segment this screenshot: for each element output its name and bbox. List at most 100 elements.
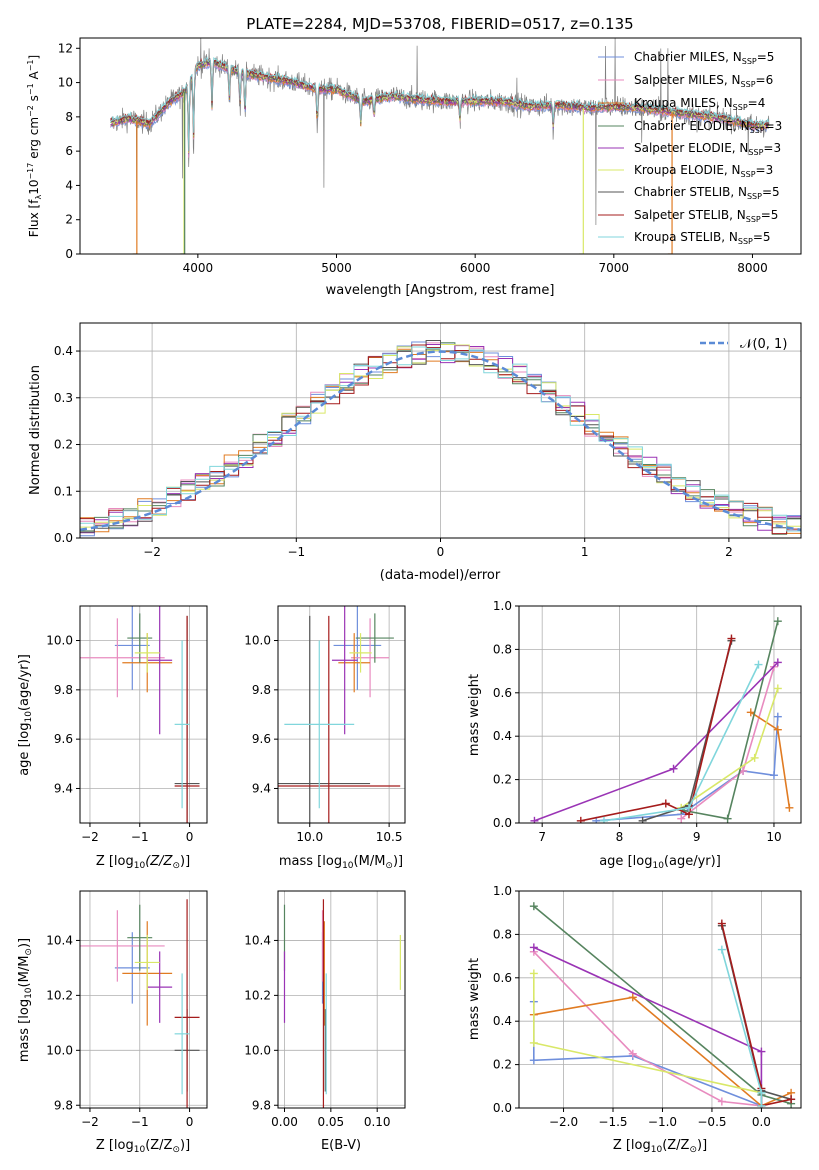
y-tick-label: 6: [65, 144, 73, 158]
y-tick-label: 10.0: [46, 1043, 73, 1057]
y-tick-label: 0.4: [493, 1014, 512, 1028]
normal-curve: [80, 350, 801, 532]
svg-text:Chabrier ELODIE, NSSP=3: Chabrier ELODIE, NSSP=3: [634, 119, 782, 135]
figure-title: PLATE=2284, MJD=53708, FIBERID=0517, z=0…: [246, 15, 633, 33]
axes-frame: [518, 890, 802, 1109]
legend-entry: Kroupa MILES, NSSP=4: [598, 96, 765, 112]
y-tick-label: 10.0: [46, 634, 73, 648]
ebv-mass-xlabel: E(B-V): [321, 1138, 361, 1153]
errorbar-plot-area: [80, 899, 200, 1108]
y-tick-label: 9.8: [252, 1098, 271, 1112]
axes-frame: [79, 605, 208, 824]
normal-curve-legend-label: 𝒩(0, 1): [740, 337, 787, 352]
weight-plot-area: [529, 902, 796, 1108]
y-tick-label: 0.8: [493, 642, 512, 656]
y-tick-label: 8: [65, 110, 73, 124]
reddening-mass-panel: 0.00 0.05 0.10 9.8 10.0 10.2 10.4: [244, 890, 406, 1129]
errorbar-plot-area: [80, 606, 200, 823]
x-tick-label: 5000: [321, 261, 352, 275]
y-tick-label: 0.8: [493, 927, 512, 941]
z-age-xlabel: Z [log10(Z/Z⊙)]: [96, 854, 190, 871]
metallicity-weight-panel: −2.0 −1.5 −1.0 −0.5 0.0 0.0 0.2 0.4 0.6 0.8 1.0: [493, 884, 802, 1129]
y-tick-label: 2: [65, 213, 73, 227]
legend-entry: Kroupa STELIB, NSSP=5: [598, 230, 771, 246]
metallicity-age-panel: −2 −1 0 9.4 9.6 9.8 10.0: [46, 605, 208, 844]
spectrum-panel: 4000 5000 6000 7000 8000 0 2 4 6 8 10 12: [58, 37, 802, 275]
x-tick-label: 0.00: [271, 1115, 298, 1129]
legend-entry: Chabrier STELIB, NSSP=5: [598, 185, 780, 201]
x-tick-label: 7: [538, 830, 546, 844]
x-tick-label: 4000: [183, 261, 214, 275]
x-tick-label: −1: [287, 545, 305, 559]
legend-entry: Salpeter ELODIE, NSSP=3: [598, 141, 781, 157]
weight-plot-area: [530, 617, 794, 823]
residual-xlabel: (data-model)/error: [380, 568, 501, 583]
y-tick-label: 0.3: [54, 391, 73, 405]
x-tick-label: 10.0: [296, 830, 323, 844]
age-weight-xlabel: age [log10(age/yr)]: [599, 854, 721, 871]
y-tick-label: 1.0: [493, 599, 512, 613]
axes-frame: [277, 605, 406, 824]
legend-entry: Kroupa ELODIE, NSSP=3: [598, 163, 773, 179]
y-tick-label: 0.0: [54, 531, 73, 545]
y-tick-label: 12: [58, 41, 73, 55]
axes-frame: [79, 37, 802, 255]
y-tick-label: 0.6: [493, 971, 512, 985]
x-tick-label: 9: [693, 830, 701, 844]
z-mass-xlabel: Z [log10(Z/Z⊙)]: [96, 1138, 190, 1155]
x-tick-label: 0: [186, 1115, 194, 1129]
residual-ylabel: Normed distribution: [28, 365, 43, 495]
svg-text:Kroupa MILES, NSSP=4: Kroupa MILES, NSSP=4: [634, 96, 765, 112]
y-tick-label: 9.8: [54, 1098, 73, 1112]
y-tick-label: 0.4: [493, 729, 512, 743]
x-tick-label: 0.05: [317, 1115, 344, 1129]
errorbar-plot-area: [278, 606, 401, 823]
y-tick-label: 0.2: [493, 1058, 512, 1072]
x-tick-label: 7000: [599, 261, 630, 275]
y-tick-label: 10.4: [244, 933, 271, 947]
y-tick-label: 9.4: [252, 781, 271, 795]
x-tick-label: 8000: [737, 261, 768, 275]
legend-entry: Chabrier MILES, NSSP=5: [598, 50, 774, 66]
y-tick-label: 10.0: [244, 1043, 271, 1057]
x-tick-label: 1: [581, 545, 589, 559]
x-tick-label: −2.0: [549, 1115, 578, 1129]
x-tick-label: −1: [131, 1115, 149, 1129]
y-tick-label: 0: [65, 247, 73, 261]
y-tick-label: 10.0: [244, 634, 271, 648]
x-tick-label: 2: [725, 545, 733, 559]
y-tick-label: 0.0: [493, 816, 512, 830]
y-tick-label: 0.2: [493, 773, 512, 787]
mass-age-panel: 10.0 10.5 9.4 9.6 9.8 10.0: [244, 605, 406, 844]
axes-frame: [277, 890, 406, 1109]
y-tick-label: 9.6: [54, 732, 73, 746]
y-tick-label: 0.1: [54, 484, 73, 498]
y-tick-label: 9.8: [252, 683, 271, 697]
x-tick-label: −1.0: [648, 1115, 677, 1129]
axes-frame: [79, 890, 208, 1109]
x-tick-label: −2: [81, 830, 99, 844]
svg-text:Salpeter MILES, NSSP=6: Salpeter MILES, NSSP=6: [634, 73, 773, 89]
metallicity-mass-panel: −2 −1 0 9.8 10.0 10.2 10.4: [46, 890, 208, 1129]
residual-legend: 𝒩(0, 1): [700, 337, 787, 352]
x-tick-label: −0.5: [697, 1115, 726, 1129]
spectrum-ylabel: Flux [fλ10−17 erg cm−2 s−1 A−1]: [26, 55, 43, 237]
svg-text:Kroupa ELODIE, NSSP=3: Kroupa ELODIE, NSSP=3: [634, 163, 773, 179]
svg-text:Salpeter STELIB, NSSP=5: Salpeter STELIB, NSSP=5: [634, 208, 778, 224]
x-tick-label: 0: [437, 545, 445, 559]
z-age-ylabel: age [log10(age/yr)]: [17, 654, 34, 776]
y-tick-label: 9.4: [54, 781, 73, 795]
y-tick-label: 4: [65, 178, 73, 192]
svg-text:Salpeter ELODIE, NSSP=3: Salpeter ELODIE, NSSP=3: [634, 141, 781, 157]
y-tick-label: 10.4: [46, 933, 73, 947]
y-tick-label: 0.6: [493, 686, 512, 700]
y-tick-label: 9.6: [252, 732, 271, 746]
legend-entry: Chabrier ELODIE, NSSP=3: [598, 119, 782, 135]
y-tick-label: 0.0: [493, 1101, 512, 1115]
spectrum-plot-area: [110, 38, 770, 254]
x-tick-label: 0: [186, 830, 194, 844]
y-tick-label: 0.4: [54, 344, 73, 358]
svg-text:Chabrier STELIB, NSSP=5: Chabrier STELIB, NSSP=5: [634, 185, 780, 201]
x-tick-label: 8: [616, 830, 624, 844]
model-spectrum: [110, 55, 770, 152]
